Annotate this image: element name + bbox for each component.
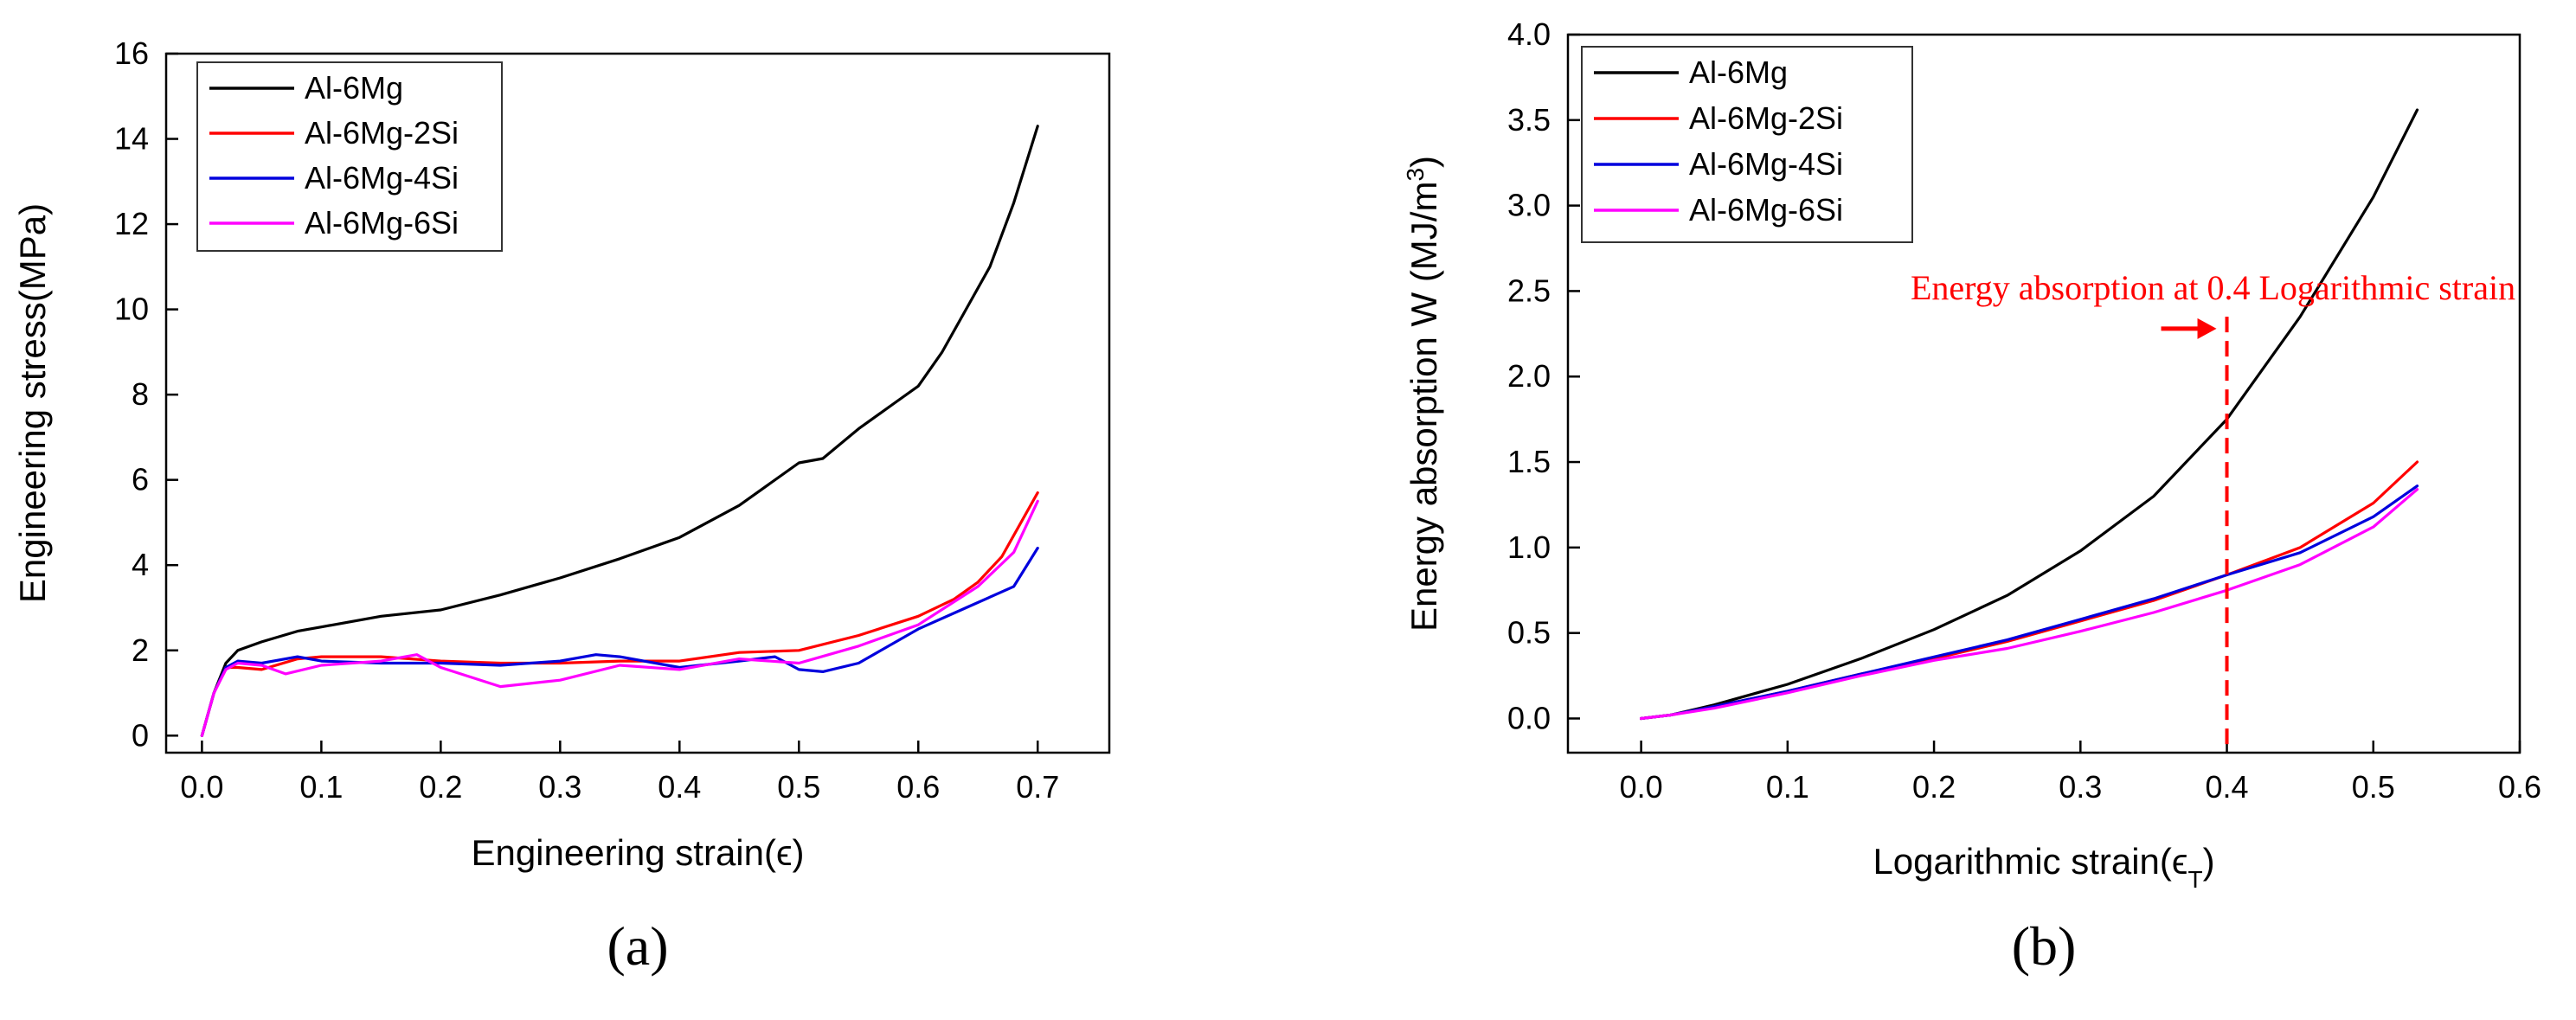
panel-label: (a) <box>607 915 668 977</box>
y-tick-label: 3.5 <box>1507 102 1551 138</box>
plot-frame <box>164 52 1111 754</box>
y-tick-label: 0.5 <box>1507 615 1551 651</box>
legend-label: Al-6Mg-6Si <box>305 205 459 241</box>
x-axis-label: Engineering strain(ϵ) <box>471 832 804 873</box>
y-tick-label: 14 <box>114 121 149 157</box>
y-tick-label: 0.0 <box>1507 700 1551 735</box>
x-tick-label: 0.2 <box>1912 769 1956 805</box>
x-axis-label-text: Engineering strain(ϵ) <box>471 832 804 873</box>
series-line-al-6mg-6si <box>200 499 1039 737</box>
plot-frame <box>1566 33 2521 754</box>
x-axis-label-close: ) <box>2203 841 2215 882</box>
legend-label: Al-6Mg <box>305 70 403 106</box>
y-axis-label: Energy absorption W (MJ/m3) <box>1402 156 1445 632</box>
series-line-al-6mg <box>200 125 1039 737</box>
y-tick-label: 0 <box>132 717 149 753</box>
x-tick-label: 0.1 <box>299 769 343 805</box>
chart-panel-b: 0.0 0.1 0.2 0.3 0.4 0.5 0.6 0.0 0.5 1.0 1.5 2.0 2.5 3… <box>1402 16 2542 977</box>
y-tick-label: 2.5 <box>1507 273 1551 308</box>
y-tick-label: 3.0 <box>1507 188 1551 223</box>
x-axis-label-text: Logarithmic strain(ϵ <box>1873 841 2187 882</box>
series-line-al-6mg-6si <box>1640 488 2419 721</box>
x-tick-label: 0.4 <box>658 769 701 805</box>
x-tick-label: 0.6 <box>896 769 940 805</box>
y-tick-label: 2.0 <box>1507 358 1551 394</box>
x-axis-label-subscript: T <box>2187 866 2202 893</box>
chart-panel-a: 0.0 0.1 0.2 0.3 0.4 0.5 0.6 0.7 0 2 4 6 8 10 12 14 16 Eng… <box>12 35 1111 977</box>
y-tick-label: 8 <box>132 376 149 412</box>
x-tick-label: 0.1 <box>1766 769 1809 805</box>
legend-label: Al-6Mg <box>1689 55 1788 90</box>
legend-box <box>196 61 503 252</box>
x-tick-label: 0.3 <box>538 769 581 805</box>
x-tick-label: 0.2 <box>419 769 462 805</box>
annotation-arrow-head <box>2197 318 2217 339</box>
legend-label: Al-6Mg-2Si <box>1689 100 1843 136</box>
panel-label: (b) <box>2012 915 2077 977</box>
y-tick-label: 10 <box>114 292 149 327</box>
x-tick-label: 0.0 <box>1620 769 1663 805</box>
x-tick-label: 0.0 <box>180 769 223 805</box>
x-tick-label: 0.6 <box>2498 769 2541 805</box>
x-axis-label: Logarithmic strain(ϵT) <box>1873 841 2214 893</box>
y-axis-label-text: Energy absorption W (MJ/m <box>1404 182 1444 632</box>
series-line-al-6mg <box>1640 108 2419 721</box>
series-line-al-6mg-2si <box>200 491 1039 737</box>
y-tick-label: 6 <box>132 462 149 497</box>
legend-label: Al-6Mg-4Si <box>305 160 459 196</box>
legend-label: Al-6Mg-2Si <box>305 115 459 151</box>
y-tick-label: 12 <box>114 206 149 241</box>
y-axis-label-superscript: 3 <box>1402 168 1429 182</box>
y-tick-label: 1.0 <box>1507 529 1551 565</box>
x-tick-label: 0.3 <box>2059 769 2102 805</box>
x-tick-label: 0.5 <box>2352 769 2395 805</box>
y-axis-label: Engineering stress(MPa) <box>12 203 53 603</box>
x-tick-label: 0.5 <box>777 769 820 805</box>
y-tick-label: 4.0 <box>1507 16 1551 52</box>
y-tick-label: 4 <box>132 547 149 582</box>
series-line-al-6mg-4si <box>200 546 1039 737</box>
legend-label: Al-6Mg-6Si <box>1689 192 1843 228</box>
y-tick-label: 1.5 <box>1507 444 1551 479</box>
y-axis-label-text: Engineering stress(MPa) <box>12 203 53 603</box>
y-axis-label-close: ) <box>1404 156 1444 168</box>
legend-label: Al-6Mg-4Si <box>1689 146 1843 182</box>
x-tick-label: 0.4 <box>2206 769 2249 805</box>
x-tick-label: 0.7 <box>1016 769 1059 805</box>
y-tick-label: 16 <box>114 35 149 71</box>
series-line-al-6mg-4si <box>1640 484 2419 721</box>
annotation-text: Energy absorption at 0.4 Logarithmic str… <box>1911 268 2515 307</box>
y-tick-label: 2 <box>132 632 149 668</box>
